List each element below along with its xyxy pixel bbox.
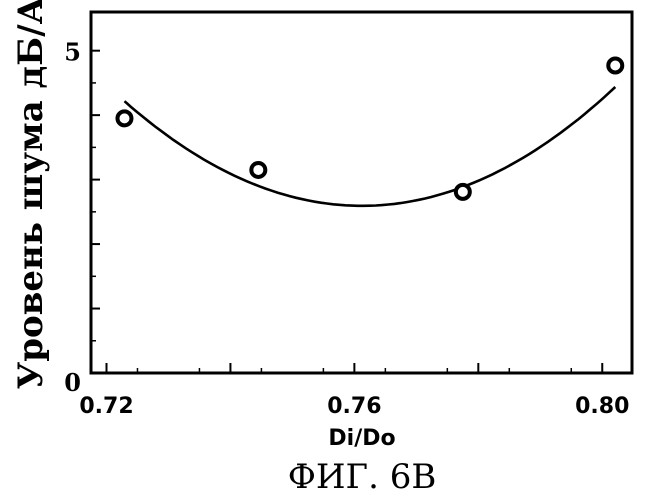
fit-curve-group (125, 87, 616, 206)
data-point (117, 111, 131, 125)
x-tick-label: 0.76 (327, 394, 381, 419)
data-point (456, 185, 470, 199)
plot-frame (91, 12, 632, 373)
y-axis-label: Уровень шума дБ/А (11, 0, 51, 389)
data-point (251, 163, 265, 177)
plot-border (91, 12, 632, 373)
data-points (117, 59, 622, 199)
x-tick-label: 0.72 (79, 394, 133, 419)
tick-labels: 0.72 0.76 0.80 0 5 (64, 38, 629, 419)
figure-caption: ФИГ. 6В (288, 457, 437, 497)
x-axis-label: Di/Do (328, 426, 395, 451)
y-tick-label: 0 (64, 368, 81, 397)
x-tick-label: 0.80 (575, 394, 629, 419)
y-tick-label: 5 (64, 38, 81, 67)
data-point (608, 59, 622, 73)
fit-curve (125, 87, 616, 206)
ticks (91, 51, 602, 373)
